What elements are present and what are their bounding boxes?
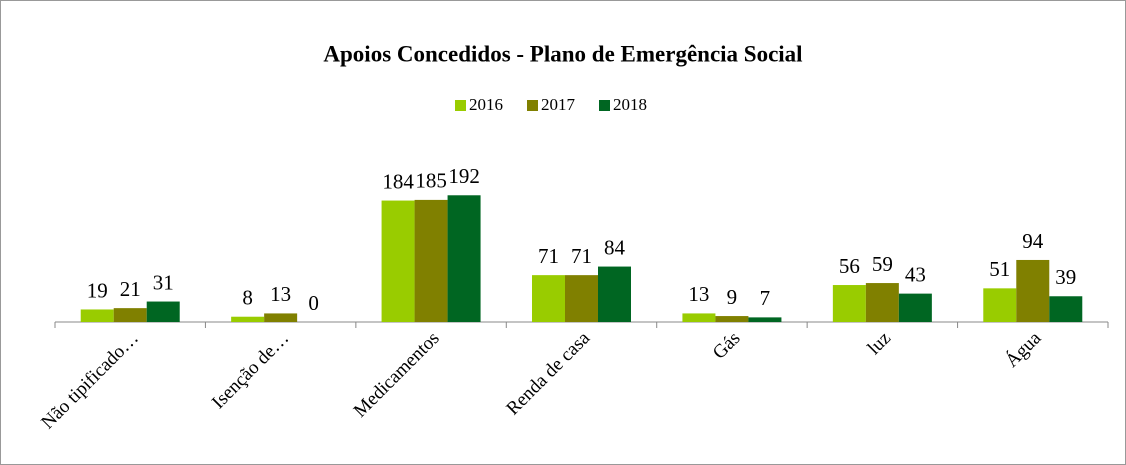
bar bbox=[715, 316, 749, 322]
value-label: 84 bbox=[604, 235, 626, 259]
legend-swatch bbox=[527, 100, 538, 111]
bar bbox=[898, 293, 932, 322]
bar bbox=[748, 317, 782, 322]
legend-label: 2018 bbox=[613, 95, 647, 114]
bar bbox=[983, 288, 1017, 322]
value-label: 59 bbox=[872, 252, 893, 276]
value-label: 71 bbox=[538, 244, 559, 268]
bar bbox=[1049, 296, 1083, 322]
value-label: 192 bbox=[448, 164, 480, 188]
chart-title: Apoios Concedidos - Plano de Emergência … bbox=[323, 41, 802, 66]
value-label: 51 bbox=[989, 257, 1010, 281]
value-label: 39 bbox=[1055, 265, 1076, 289]
bar bbox=[146, 301, 180, 322]
bar bbox=[598, 266, 631, 322]
bar bbox=[447, 195, 481, 322]
bar bbox=[1016, 259, 1050, 322]
bar bbox=[80, 309, 114, 322]
value-label: 13 bbox=[688, 282, 709, 306]
bar bbox=[231, 316, 265, 322]
value-label: 19 bbox=[87, 278, 108, 302]
value-label: 71 bbox=[571, 244, 592, 268]
value-label: 13 bbox=[270, 282, 291, 306]
value-label: 7 bbox=[760, 286, 771, 310]
legend-label: 2017 bbox=[541, 95, 576, 114]
value-label: 21 bbox=[120, 277, 141, 301]
bar bbox=[113, 308, 147, 322]
legend-swatch bbox=[455, 100, 466, 111]
bar bbox=[532, 275, 565, 322]
value-label: 56 bbox=[839, 254, 860, 278]
bar bbox=[832, 285, 866, 322]
value-label: 185 bbox=[415, 169, 447, 193]
bar bbox=[865, 283, 899, 322]
bar bbox=[381, 200, 415, 322]
bar bbox=[682, 313, 716, 322]
legend-swatch bbox=[599, 100, 610, 111]
bar bbox=[565, 275, 598, 322]
value-label: 43 bbox=[905, 262, 926, 286]
bar bbox=[414, 199, 448, 322]
value-label: 9 bbox=[727, 285, 738, 309]
value-label: 8 bbox=[242, 286, 253, 310]
value-label: 0 bbox=[308, 291, 319, 315]
bar bbox=[264, 313, 298, 322]
value-label: 94 bbox=[1022, 229, 1044, 253]
value-label: 31 bbox=[153, 270, 174, 294]
value-label: 184 bbox=[382, 169, 414, 193]
legend-label: 2016 bbox=[469, 95, 503, 114]
